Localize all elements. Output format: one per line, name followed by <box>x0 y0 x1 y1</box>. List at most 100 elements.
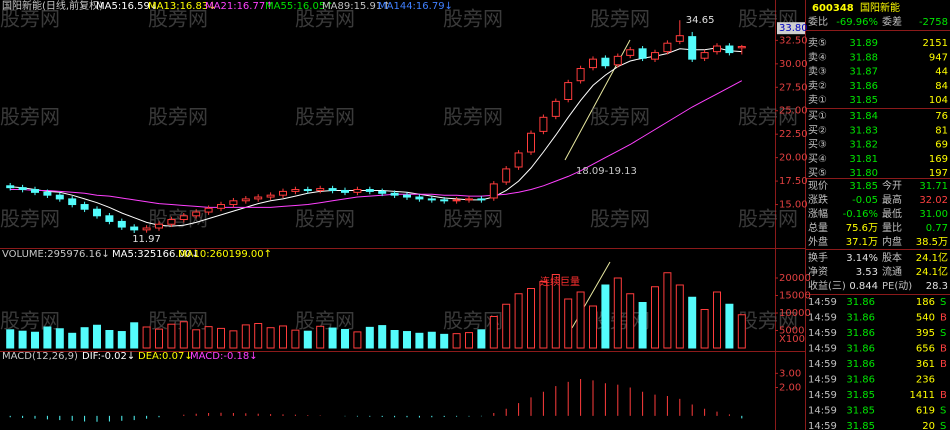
tick-price: 31.86 <box>846 344 875 355</box>
legend-entry: MA5:325166.00↓ <box>112 249 200 260</box>
watermark: 股旁网 <box>590 105 650 129</box>
tick-side: S <box>940 421 946 430</box>
watermark: 股旁网 <box>295 309 355 333</box>
volume-bar <box>551 274 560 349</box>
candle-body <box>527 132 535 153</box>
y-tick-label: 27.50 <box>779 82 808 93</box>
info-label: 涨跌 <box>808 193 828 206</box>
volume-bar <box>204 326 213 349</box>
volume-bar <box>403 331 411 349</box>
volume-bar <box>217 327 225 349</box>
legend-entry: MA10:260199.00↑ <box>178 249 272 260</box>
info-label: 现价 <box>808 180 828 192</box>
volume-bar <box>266 327 275 349</box>
candle-body <box>291 189 300 192</box>
stock-name: 国阳新能 <box>860 1 900 14</box>
candle-body <box>551 100 560 117</box>
ratio-field: 委差 <box>882 15 902 28</box>
order-price: 31.81 <box>849 154 878 165</box>
info-label: 股本 <box>882 251 902 264</box>
order-price: 31.80 <box>849 168 878 179</box>
y-tick-label: 25.00 <box>779 106 808 117</box>
tick-side: B <box>940 344 947 355</box>
y-tick-label: 30.00 <box>779 59 808 70</box>
info-value: 31.85 <box>849 181 878 192</box>
volume-bar <box>80 327 89 349</box>
candle-body <box>105 215 114 222</box>
order-price: 31.84 <box>849 111 878 122</box>
order-label: 卖③ <box>808 66 827 78</box>
volume-bar <box>378 325 387 349</box>
volume-bar <box>477 329 486 349</box>
legend-entry: MA55:16.05↑ <box>265 1 334 12</box>
candle-body <box>68 198 77 206</box>
order-volume: 81 <box>935 125 948 136</box>
order-price: 31.83 <box>849 125 878 136</box>
order-price: 31.82 <box>849 140 878 151</box>
info-value: 24.1亿 <box>916 265 948 278</box>
info-label: 外盘 <box>808 235 828 248</box>
candle-body <box>167 219 176 225</box>
candle-body <box>601 57 610 67</box>
tick-side: S <box>940 406 946 417</box>
volume-bar <box>626 293 635 349</box>
order-price: 31.88 <box>849 52 878 63</box>
info-label: 换手 <box>808 251 828 264</box>
volume-bar <box>688 296 697 349</box>
volume-bar <box>43 326 52 349</box>
volume-bar <box>663 272 672 349</box>
candle-body <box>415 196 424 200</box>
y-tick-label: 10000 <box>779 308 811 319</box>
volume-bar <box>55 328 64 349</box>
candle-body <box>117 220 126 228</box>
volume-bar <box>390 330 399 349</box>
info-value: 28.3 <box>926 281 948 292</box>
watermark: 股旁网 <box>590 207 650 231</box>
legend-entry: MA21:16.77↑ <box>205 1 274 12</box>
watermark: 股旁网 <box>738 309 798 333</box>
order-volume: 947 <box>929 52 948 63</box>
order-label: 买⑤ <box>808 167 827 179</box>
y-tick-label: 17.50 <box>779 176 808 187</box>
tick-time: 14:59 <box>808 344 837 355</box>
candle-body <box>254 196 263 200</box>
candle-body <box>93 208 101 217</box>
watermarks: 股旁网 股旁网 股旁网 股旁网 股旁网 股旁网股旁网 股旁网 股旁网 股旁网 股旁网 股旁网股旁网股… <box>0 7 798 333</box>
info-label: PE(动) <box>882 280 912 292</box>
candle-body <box>217 204 225 209</box>
volume-bar <box>427 331 436 349</box>
candle-body <box>18 187 27 191</box>
tick-time: 14:59 <box>808 313 837 324</box>
tick-time: 14:59 <box>808 359 837 370</box>
tick-side: S <box>940 328 946 339</box>
watermark: 股旁网 <box>295 7 355 31</box>
info-value: 24.1亿 <box>916 251 948 264</box>
candle-body <box>737 45 746 49</box>
info-value: 32.02 <box>919 195 948 206</box>
ratio-field: -2758 <box>919 17 948 28</box>
order-label: 卖④ <box>808 51 827 63</box>
order-price: 31.86 <box>849 81 878 92</box>
plots: 国阳新能(日线,前复权) 15.00 17.50 20.00 22.50 25.00 27.… <box>2 0 811 422</box>
candle-body <box>353 189 362 193</box>
volume-bar <box>353 331 362 349</box>
volume-bar <box>737 314 746 349</box>
order-price: 31.87 <box>849 67 878 78</box>
candle-body <box>142 227 151 231</box>
candle-body <box>675 35 684 42</box>
info-label: 流通 <box>882 265 902 278</box>
volume-bar <box>167 323 176 349</box>
candle-body <box>725 45 734 54</box>
volume-bar <box>291 329 300 349</box>
volume-bar <box>564 298 573 349</box>
order-label: 买④ <box>808 153 827 165</box>
candle-body <box>365 189 374 192</box>
y-tick-label: 20.00 <box>779 153 808 164</box>
candle-body <box>316 188 325 191</box>
volume-bar <box>192 329 201 349</box>
candle-body <box>80 204 89 210</box>
order-volume: 197 <box>929 168 948 179</box>
candle-body <box>452 199 461 202</box>
